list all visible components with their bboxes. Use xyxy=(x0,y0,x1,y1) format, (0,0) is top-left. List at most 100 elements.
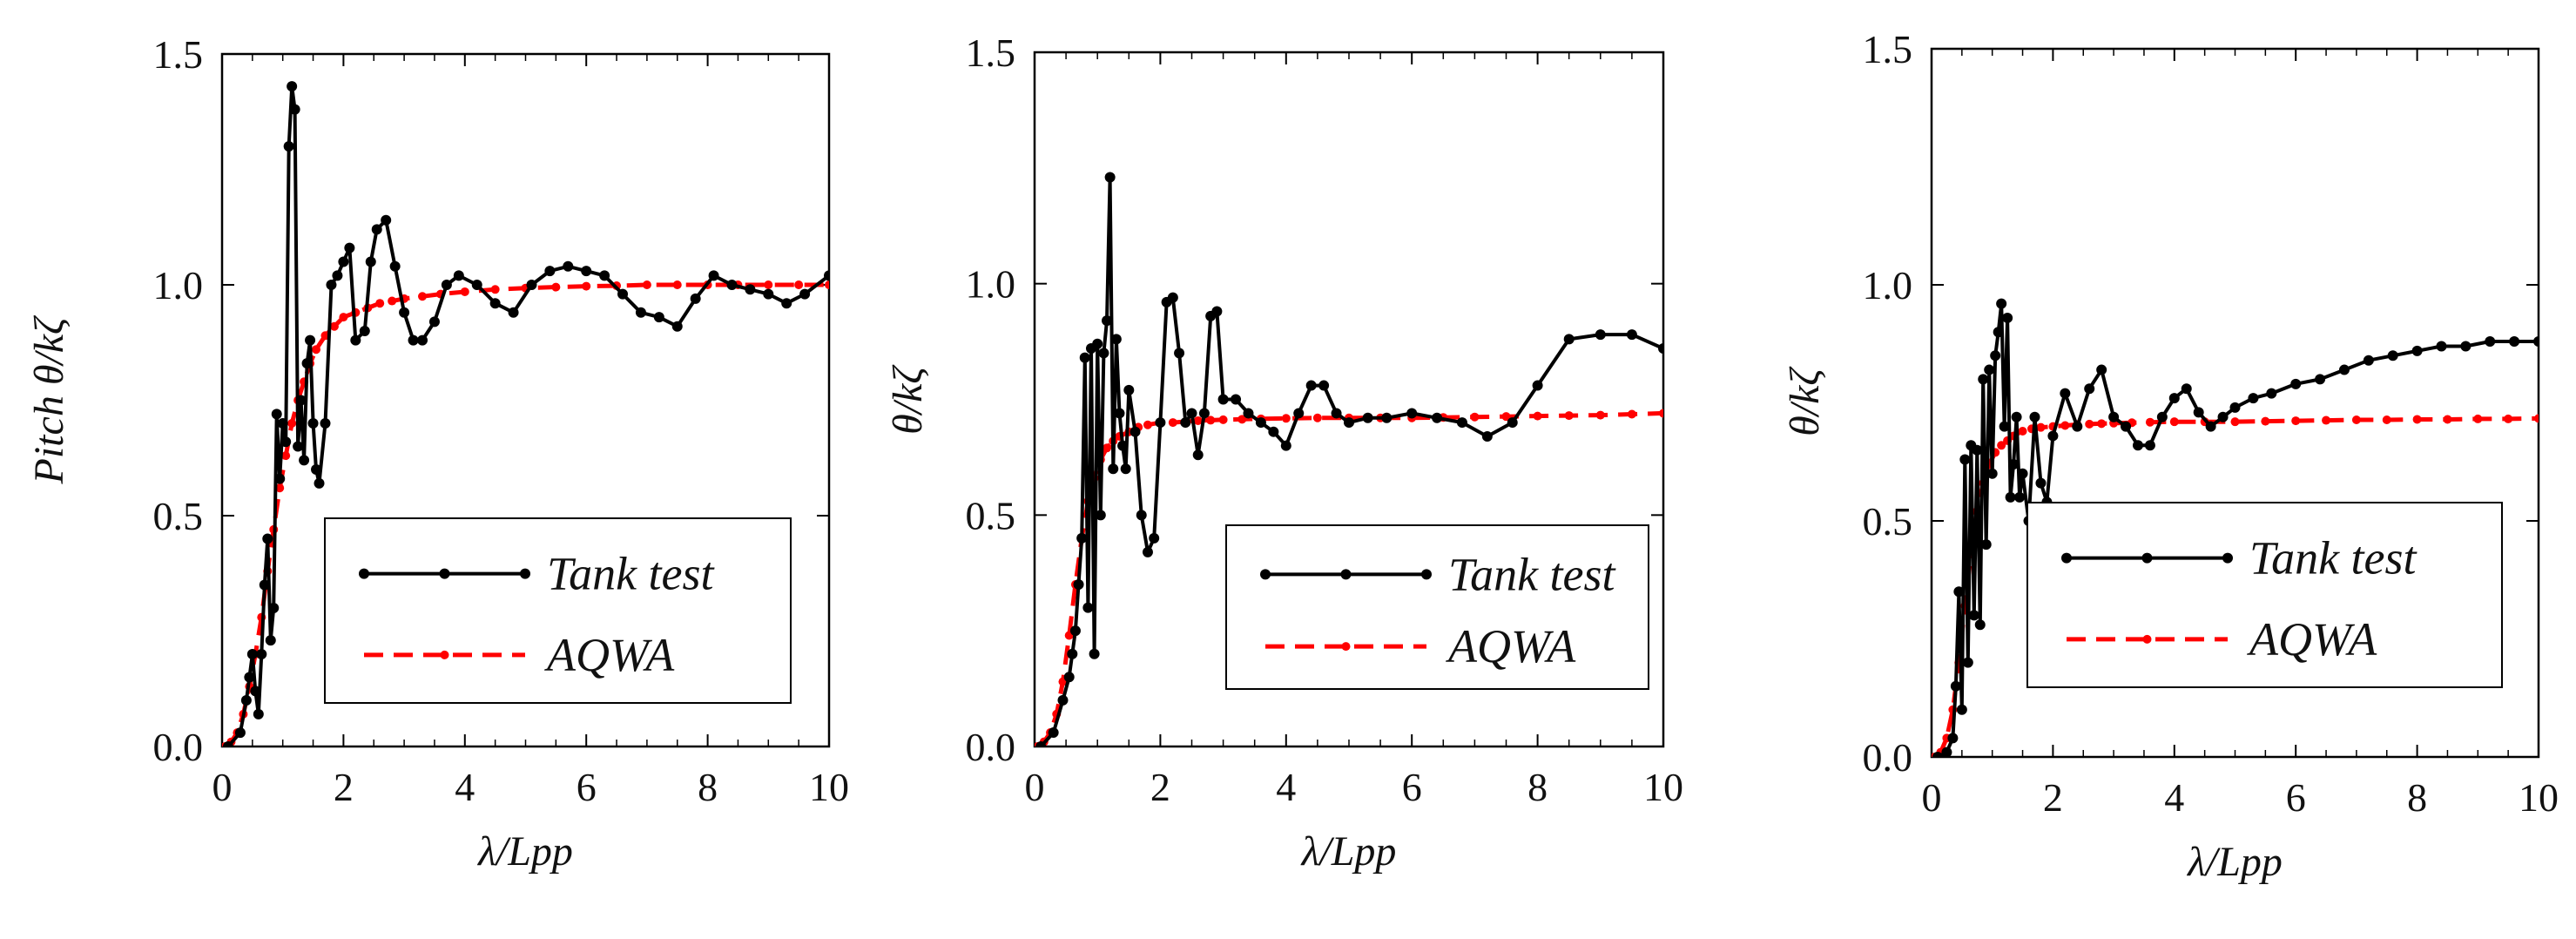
tank-test-point xyxy=(1432,412,1443,423)
tank-test-point xyxy=(1331,408,1342,419)
aqwa-point xyxy=(1564,411,1574,421)
tank-test-point xyxy=(408,334,419,346)
tank-test-point xyxy=(280,436,292,448)
tank-test-point xyxy=(262,533,273,544)
tank-test-point xyxy=(1057,694,1069,706)
tank-test-point xyxy=(726,280,738,290)
tank-test-point xyxy=(1563,334,1575,345)
aqwa-point xyxy=(312,345,321,355)
x-tick-label: 10 xyxy=(2519,775,2559,820)
tank-test-point xyxy=(271,409,282,420)
aqwa-point xyxy=(490,285,500,294)
legend-tank-marker xyxy=(2141,552,2153,564)
aqwa-point xyxy=(825,280,829,289)
tank-test-point xyxy=(2060,388,2071,399)
tank-test-point xyxy=(1048,727,1059,739)
aqwa-point xyxy=(1168,418,1177,428)
tank-test-point xyxy=(1123,384,1135,395)
tank-test-point xyxy=(1149,532,1160,544)
tank-test-point xyxy=(344,242,355,253)
tank-test-point xyxy=(1076,532,1088,544)
tank-test-point xyxy=(1180,417,1191,429)
x-tick-label: 4 xyxy=(455,765,475,809)
tank-test-point xyxy=(599,270,610,281)
tank-test-point xyxy=(2436,341,2447,352)
y-tick-label: 1.5 xyxy=(1863,27,1913,71)
tank-test-point xyxy=(1344,417,1354,429)
chart-panel-2: 0 2 4 6 8 10 0.0 0.5 1.0 1.5 λ/Lpp θ/kζ Tank test AQW… xyxy=(885,30,1683,875)
tank-test-point xyxy=(1658,343,1663,355)
y-tick-label: 0.0 xyxy=(1863,735,1913,780)
tank-test-point xyxy=(1507,417,1518,429)
y-axis-title: θ/kζ xyxy=(885,364,931,435)
tank-test-point xyxy=(2029,411,2040,422)
legend-tank-marker xyxy=(439,568,450,579)
tank-test-point xyxy=(1993,327,2004,338)
aqwa-point xyxy=(2504,414,2513,423)
tank-test-point xyxy=(526,280,537,290)
legend-tank-label: Tank test xyxy=(547,548,716,600)
tank-test-point xyxy=(1932,752,1943,757)
tank-test-point xyxy=(320,418,331,429)
tank-test-point xyxy=(2229,402,2241,413)
tank-test-point xyxy=(1984,364,1995,375)
tank-test-point xyxy=(824,270,829,281)
series-tank-test xyxy=(1035,172,1663,746)
tank-test-point xyxy=(2014,491,2026,503)
x-axis-title: λ/Lpp xyxy=(1300,828,1397,875)
legend-tank-marker xyxy=(2061,552,2072,564)
tank-test-point xyxy=(1968,610,1979,621)
tank-test-point xyxy=(1155,417,1166,429)
legend-aqwa-marker xyxy=(440,650,449,659)
tank-test-point xyxy=(635,307,646,318)
tank-test-point xyxy=(441,280,452,290)
tank-test-point xyxy=(311,464,322,475)
tank-test-point xyxy=(265,635,276,646)
legend-tank-label: Tank test xyxy=(1448,548,1617,600)
tank-test-point xyxy=(1990,350,2001,361)
tank-test-point xyxy=(1114,408,1125,419)
tank-test-point xyxy=(1117,440,1129,451)
aqwa-point xyxy=(2291,416,2301,426)
tank-test-point xyxy=(1972,444,1983,456)
tank-test-point xyxy=(2387,350,2398,361)
tank-test-point xyxy=(277,418,288,429)
y-axis-title: θ/kζ xyxy=(1782,366,1828,436)
aqwa-point xyxy=(1143,420,1152,429)
aqwa-point xyxy=(764,280,773,289)
aqwa-point xyxy=(2060,421,2070,430)
tank-test-point xyxy=(1941,746,1952,757)
tank-test-point xyxy=(417,334,428,346)
legend-tank-marker xyxy=(1421,569,1432,580)
aqwa-point xyxy=(2412,415,2422,424)
tank-test-point xyxy=(671,321,683,332)
legend-aqwa-label: AQWA xyxy=(544,629,675,681)
tank-test-point xyxy=(1280,440,1291,451)
tank-test-point xyxy=(2181,383,2192,395)
tank-test-point xyxy=(1305,380,1317,391)
tank-test-point xyxy=(1104,172,1116,183)
tank-test-point xyxy=(581,266,592,277)
tank-test-point xyxy=(1962,657,1973,668)
tank-test-point xyxy=(338,256,349,267)
aqwa-point xyxy=(418,292,428,301)
aqwa-point xyxy=(642,280,651,289)
aqwa-point xyxy=(287,419,297,428)
aqwa-point xyxy=(1312,413,1322,422)
aqwa-point xyxy=(2351,415,2361,425)
aqwa-point xyxy=(275,483,285,493)
aqwa-point xyxy=(2534,414,2539,423)
aqwa-point xyxy=(2230,417,2240,427)
tank-test-point xyxy=(283,141,294,152)
tank-test-point xyxy=(2047,430,2059,442)
y-tick-label: 0.5 xyxy=(966,493,1016,537)
tank-test-point xyxy=(1063,672,1075,683)
legend-box xyxy=(324,517,792,704)
tank-test-line xyxy=(226,84,829,746)
tank-test-point xyxy=(1318,380,1330,391)
tank-test-point xyxy=(2168,393,2180,404)
tank-test-point xyxy=(259,579,270,591)
tank-test-point xyxy=(1381,412,1393,423)
tank-test-point xyxy=(453,270,464,281)
tank-test-point xyxy=(1142,546,1153,557)
